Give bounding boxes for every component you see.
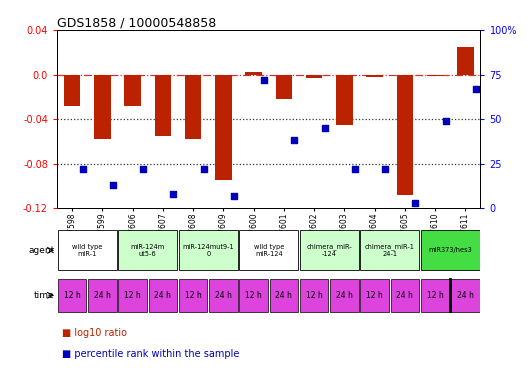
Text: 24 h: 24 h (397, 291, 413, 300)
Bar (64, 75, 80, 106)
FancyBboxPatch shape (361, 231, 419, 270)
Bar (246, 72, 262, 75)
Text: GDS1858 / 10000548858: GDS1858 / 10000548858 (57, 17, 216, 30)
Point (169, 191, 178, 197)
Bar (185, 75, 202, 139)
Text: 12 h: 12 h (306, 291, 323, 300)
Text: 12 h: 12 h (427, 291, 444, 300)
FancyBboxPatch shape (270, 279, 298, 312)
Point (109, 182, 117, 188)
Point (79, 166, 87, 172)
Bar (336, 75, 353, 124)
FancyBboxPatch shape (118, 279, 147, 312)
Text: wild type
miR-124: wild type miR-124 (253, 244, 284, 257)
Bar (94, 75, 111, 139)
Bar (276, 75, 292, 99)
FancyBboxPatch shape (149, 279, 177, 312)
Bar (124, 75, 141, 106)
Point (260, 77, 268, 83)
Text: 12 h: 12 h (124, 291, 141, 300)
FancyBboxPatch shape (239, 279, 268, 312)
FancyBboxPatch shape (88, 279, 117, 312)
Text: time: time (34, 291, 54, 300)
Point (351, 166, 359, 172)
Bar (366, 75, 383, 77)
FancyBboxPatch shape (391, 279, 419, 312)
Text: 12 h: 12 h (64, 291, 81, 300)
Point (320, 125, 329, 131)
Text: ■ percentile rank within the sample: ■ percentile rank within the sample (62, 349, 240, 359)
FancyBboxPatch shape (421, 279, 449, 312)
FancyBboxPatch shape (300, 279, 328, 312)
Point (381, 166, 390, 172)
Point (290, 138, 299, 144)
Text: chimera_miR-
-124: chimera_miR- -124 (306, 243, 352, 257)
Point (200, 166, 208, 172)
Text: wild type
miR-1: wild type miR-1 (72, 244, 102, 257)
FancyBboxPatch shape (239, 231, 298, 270)
Bar (427, 75, 444, 76)
Point (411, 200, 420, 206)
Point (230, 193, 238, 199)
FancyBboxPatch shape (451, 279, 479, 312)
Text: miR373/hes3: miR373/hes3 (428, 248, 472, 254)
FancyBboxPatch shape (118, 231, 177, 270)
Text: 12 h: 12 h (185, 291, 202, 300)
FancyBboxPatch shape (58, 279, 87, 312)
Text: 24 h: 24 h (336, 291, 353, 300)
Text: 24 h: 24 h (215, 291, 232, 300)
Text: miR-124mut9-1
0: miR-124mut9-1 0 (183, 244, 234, 257)
FancyBboxPatch shape (421, 231, 479, 270)
Text: 24 h: 24 h (94, 291, 111, 300)
Text: 24 h: 24 h (457, 291, 474, 300)
Bar (397, 75, 413, 195)
Point (441, 118, 450, 124)
Text: 24 h: 24 h (155, 291, 171, 300)
FancyBboxPatch shape (300, 231, 359, 270)
Text: agent: agent (28, 246, 54, 255)
FancyBboxPatch shape (179, 231, 238, 270)
Text: miR-124m
ut5-6: miR-124m ut5-6 (130, 244, 165, 257)
Text: chimera_miR-1
24-1: chimera_miR-1 24-1 (365, 243, 414, 257)
Point (472, 86, 480, 92)
FancyBboxPatch shape (209, 279, 238, 312)
Bar (215, 75, 232, 180)
FancyBboxPatch shape (361, 279, 389, 312)
Bar (457, 47, 474, 75)
FancyBboxPatch shape (58, 231, 117, 270)
Text: 12 h: 12 h (245, 291, 262, 300)
Text: 24 h: 24 h (276, 291, 293, 300)
Point (139, 166, 147, 172)
Text: ■ log10 ratio: ■ log10 ratio (62, 328, 127, 338)
Bar (306, 75, 323, 78)
Bar (155, 75, 171, 136)
Text: 12 h: 12 h (366, 291, 383, 300)
FancyBboxPatch shape (179, 279, 208, 312)
FancyBboxPatch shape (330, 279, 359, 312)
